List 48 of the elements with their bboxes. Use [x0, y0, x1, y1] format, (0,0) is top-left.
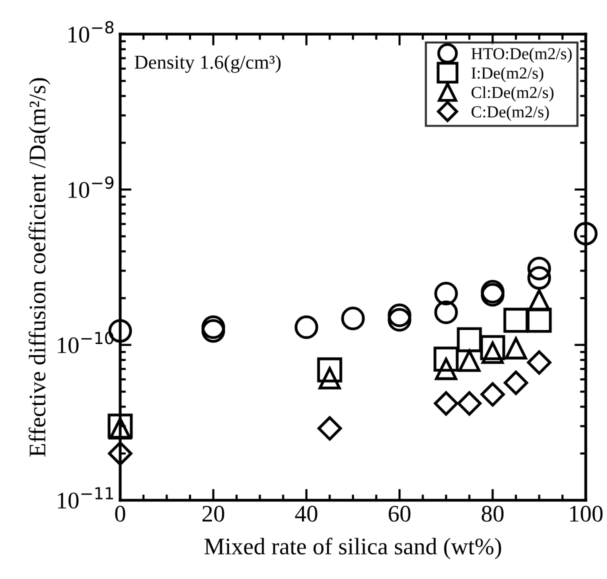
legend-label: I:De(m2/s)	[471, 66, 544, 82]
point	[504, 370, 528, 396]
point	[482, 342, 504, 364]
x-tick-label: 60	[388, 506, 410, 522]
x-tick-label: 20	[202, 506, 224, 522]
point	[201, 315, 226, 339]
point	[480, 283, 504, 307]
legend-label: C:De(m2/s)	[472, 106, 549, 121]
y-tick-label: 10$^{−8}$	[68, 21, 114, 43]
point	[108, 441, 132, 466]
y-tick-label: 10$^{−9}$	[68, 176, 114, 198]
point	[294, 315, 318, 339]
point	[457, 391, 482, 416]
point	[318, 367, 341, 390]
x-tick-label: 100	[570, 506, 603, 522]
point	[480, 335, 506, 360]
point	[434, 358, 458, 380]
x-tick-label: 80	[482, 506, 504, 522]
point	[434, 300, 458, 324]
point	[527, 256, 552, 280]
point	[388, 304, 412, 328]
x-axis-title: Mixed rate of silica sand (wt%)	[204, 538, 502, 560]
legend-label: Cl:De(m2/s)	[472, 86, 554, 102]
point	[503, 308, 528, 333]
point	[201, 319, 226, 343]
point	[434, 346, 459, 372]
point	[456, 327, 482, 352]
point	[480, 382, 505, 407]
x-tick-label: 40	[295, 506, 318, 522]
point	[480, 280, 504, 304]
point	[574, 222, 598, 246]
point	[434, 282, 458, 306]
point	[318, 416, 342, 441]
point	[526, 308, 552, 333]
point	[458, 350, 480, 372]
point	[504, 337, 528, 360]
annotation: Density 1.6(g/cm³)	[134, 55, 281, 73]
point	[317, 357, 342, 382]
legend-label: HTO:De(m2/s)	[471, 48, 572, 63]
x-tick-label: 0	[115, 506, 126, 522]
y-tick-label: 10$^{−11}$	[58, 487, 114, 509]
point	[434, 391, 458, 416]
point	[388, 308, 412, 332]
y-axis-title: Effective diffusion coefficient /Da(m²/s)	[28, 78, 50, 457]
point	[527, 350, 552, 375]
point	[528, 289, 550, 312]
point	[527, 266, 552, 290]
point	[341, 306, 365, 330]
